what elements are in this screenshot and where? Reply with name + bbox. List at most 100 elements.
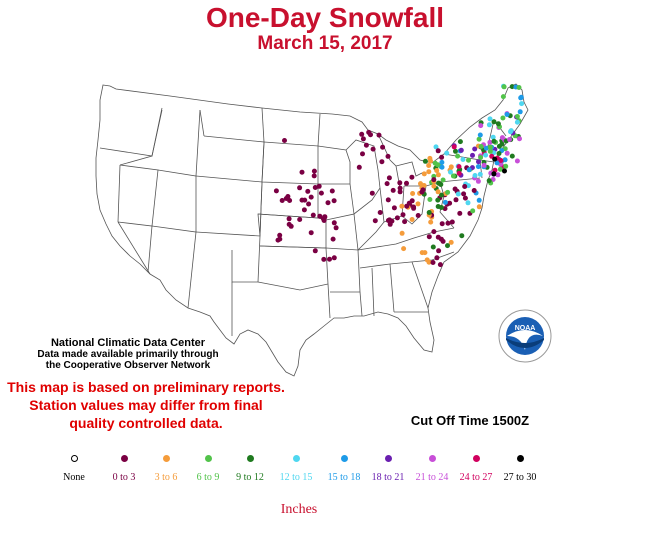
station-dot <box>384 181 390 187</box>
legend-label: 0 to 3 <box>112 472 136 483</box>
station-dot <box>424 257 430 263</box>
station-dot <box>466 157 471 163</box>
station-dot <box>439 164 445 170</box>
station-dot <box>299 197 305 203</box>
station-dot <box>372 218 378 224</box>
station-dot <box>490 177 496 182</box>
station-dot <box>310 212 316 218</box>
station-dot <box>491 119 497 125</box>
station-dot <box>369 190 375 196</box>
station-dot <box>411 205 417 211</box>
station-dot <box>456 164 462 170</box>
station-dot <box>461 191 467 197</box>
station-dot <box>476 136 482 142</box>
legend-item: 12 to 15 <box>268 455 324 483</box>
station-dot <box>331 198 337 204</box>
station-dot <box>514 158 520 164</box>
station-dot <box>458 147 464 153</box>
station-dot <box>420 187 426 193</box>
station-dot <box>439 221 445 227</box>
station-dot <box>400 212 406 218</box>
station-dot <box>404 180 409 186</box>
station-dot <box>496 151 502 156</box>
station-dot <box>427 197 433 202</box>
station-dot <box>455 153 461 159</box>
station-dot <box>478 123 484 129</box>
station-dot <box>445 220 451 226</box>
station-dot <box>481 162 487 168</box>
station-dot <box>503 163 509 169</box>
station-dot <box>380 144 386 150</box>
legend-item: 27 to 30 <box>492 455 548 483</box>
legend-item: 0 to 3 <box>96 455 152 483</box>
station-dot <box>455 191 461 197</box>
station-dot <box>437 262 443 268</box>
station-dot <box>476 197 482 203</box>
legend-swatch <box>292 455 300 462</box>
station-dot <box>379 159 385 165</box>
station-dot <box>442 199 448 205</box>
station-dot <box>428 219 434 225</box>
station-dot <box>415 213 421 218</box>
legend-label: 18 to 21 <box>371 472 405 483</box>
legend-item: 24 to 27 <box>448 455 504 483</box>
station-dot <box>333 225 339 231</box>
station-dot <box>495 172 501 178</box>
station-dot <box>366 129 372 135</box>
station-dot <box>502 168 507 174</box>
station-dot <box>471 188 477 193</box>
station-dot <box>399 203 405 209</box>
station-dot <box>312 248 318 254</box>
station-dot <box>447 200 453 206</box>
station-dot <box>426 210 432 215</box>
station-dot <box>306 201 312 207</box>
legend-item: None <box>46 455 102 483</box>
station-dot <box>376 132 382 138</box>
station-dot <box>495 121 501 127</box>
station-dot <box>498 158 504 163</box>
station-dot <box>426 169 432 175</box>
station-dot <box>439 154 445 160</box>
station-dot <box>507 137 512 142</box>
legend-swatch <box>70 455 78 462</box>
legend-item: 15 to 18 <box>316 455 372 483</box>
map-title: One-Day Snowfall <box>205 2 445 33</box>
station-dot <box>421 171 427 177</box>
station-dot <box>504 150 510 156</box>
station-dot <box>433 144 439 150</box>
station-dot <box>514 114 520 119</box>
station-dot <box>422 158 428 164</box>
legend-item: 6 to 9 <box>180 455 236 483</box>
disclaimer-line-3: quality controlled data. <box>69 415 223 431</box>
station-dot <box>438 182 444 187</box>
legend-label: 6 to 9 <box>196 472 220 483</box>
station-dot <box>476 204 482 210</box>
legend-item: 9 to 12 <box>222 455 278 483</box>
station-dot <box>456 170 462 176</box>
station-dot <box>486 178 492 184</box>
station-dot <box>497 166 503 172</box>
station-dot <box>499 135 505 141</box>
station-dot <box>308 230 314 236</box>
station-dot <box>317 213 323 219</box>
legend-swatch <box>204 455 212 462</box>
legend-item: 18 to 21 <box>360 455 416 483</box>
station-dot <box>410 191 416 196</box>
station-dot <box>487 148 493 154</box>
station-dot <box>434 255 440 261</box>
legend-swatch <box>246 455 254 462</box>
station-dot <box>360 151 365 157</box>
station-dot <box>477 171 483 177</box>
station-dot <box>435 189 441 195</box>
legend-label: 15 to 18 <box>327 472 361 483</box>
station-dot <box>360 136 366 142</box>
station-dot <box>518 95 524 101</box>
station-dot <box>322 214 328 220</box>
station-dot <box>448 169 453 175</box>
station-dot <box>431 229 437 235</box>
noaa-logo: NOAA <box>498 309 552 363</box>
station-dot <box>502 157 508 163</box>
legend-label: 24 to 27 <box>459 472 493 483</box>
station-dot <box>490 134 496 140</box>
